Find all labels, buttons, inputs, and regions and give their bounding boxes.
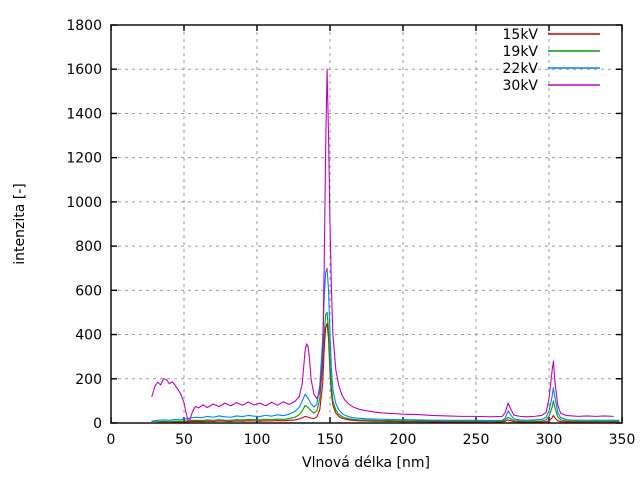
- legend-label-22kV: 22kV: [503, 61, 539, 77]
- data-series: [151, 68, 620, 424]
- legend-label-15kV: 15kV: [503, 27, 539, 43]
- y-tick-label: 200: [75, 372, 102, 388]
- y-tick-label: 400: [75, 328, 102, 344]
- x-tick-label: 300: [536, 432, 563, 448]
- x-tick-label: 0: [107, 432, 116, 448]
- y-tick-label: 1200: [66, 151, 102, 167]
- grid-lines: [111, 24, 622, 423]
- x-tick-label: 50: [175, 432, 193, 448]
- y-tick-label: 600: [75, 283, 102, 299]
- series-line-15kV: [151, 322, 620, 424]
- y-tick-label: 1600: [66, 62, 102, 78]
- y-tick-label: 800: [75, 239, 102, 255]
- y-tick-label: 1400: [66, 106, 102, 122]
- x-tick-label: 250: [463, 432, 490, 448]
- x-tick-label: 100: [244, 432, 271, 448]
- x-tick-label: 350: [609, 432, 636, 448]
- x-axis-title: Vlnová délka [nm]: [302, 455, 430, 471]
- series-line-22kV: [151, 267, 620, 422]
- plot-frame: [110, 24, 623, 424]
- series-line-19kV: [151, 311, 620, 423]
- axis-ticks: [110, 24, 623, 424]
- legend-label-30kV: 30kV: [503, 78, 539, 94]
- series-line-30kV: [151, 68, 614, 422]
- x-tick-label: 150: [317, 432, 344, 448]
- y-tick-label: 1800: [66, 18, 102, 34]
- x-tick-label: 200: [390, 432, 417, 448]
- axis-tick-labels: 0 200 400 600 800 1000 1200 1400 1600 1800 0 50 100 1…: [66, 18, 635, 448]
- legend-label-19kV: 19kV: [503, 44, 539, 60]
- y-tick-label: 0: [93, 416, 102, 432]
- y-tick-label: 1000: [66, 195, 102, 211]
- y-axis-title: intenzita [-]: [12, 183, 28, 264]
